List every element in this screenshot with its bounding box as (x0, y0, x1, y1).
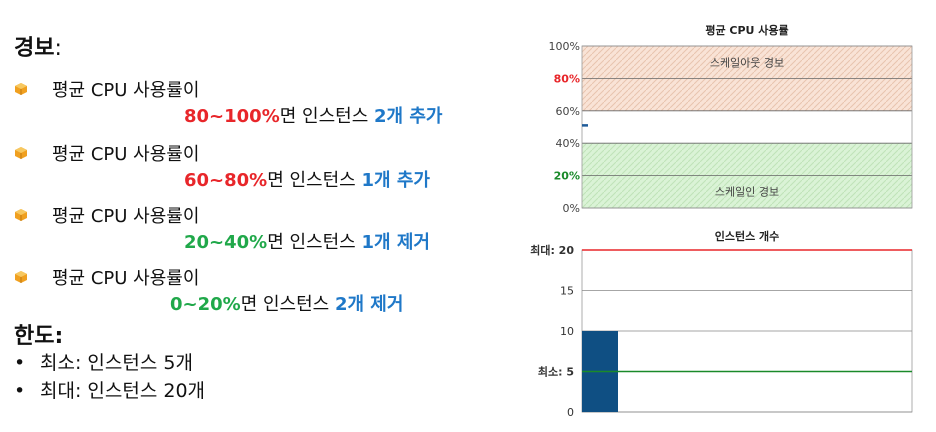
limits-heading: 한도: (14, 324, 64, 349)
rule-range: 0~20% (170, 294, 241, 315)
rule-action: 60~80%면 인스턴스 1개 추가 (184, 166, 430, 192)
y-tick-label: 20% (554, 170, 580, 183)
rule-action: 20~40%면 인스턴스 1개 제거 (184, 228, 430, 254)
rule-range: 20~40% (184, 232, 268, 253)
y-tick-label: 80% (554, 72, 580, 85)
y-tick-label: 40% (556, 137, 580, 150)
rule-change: 1개 제거 (361, 232, 430, 253)
rule-mid: 면 인스턴스 (240, 294, 335, 315)
rule-condition: 평균 CPU 사용률이 (52, 206, 200, 227)
rule-change: 2개 추가 (374, 106, 443, 127)
rule-mid: 면 인스턴스 (267, 170, 362, 191)
cube-icon (15, 147, 27, 159)
plot-frame (581, 45, 913, 209)
rule-change: 2개 제거 (334, 294, 404, 315)
y-tick-label: 15 (560, 285, 574, 298)
rule-condition: 평균 CPU 사용률이 (52, 144, 200, 165)
cube-icon (15, 209, 27, 221)
band-label: 스케일아웃 경보 (710, 55, 784, 69)
rule-mid: 면 인스턴스 (267, 232, 362, 253)
chart-title: 인스턴스 개수 (715, 229, 780, 243)
rule-action: 80~100%면 인스턴스 2개 추가 (184, 102, 442, 128)
rule-range: 80~100% (184, 106, 280, 127)
rule-action: 0~20%면 인스턴스 2개 제거 (170, 290, 403, 316)
alarms-heading: 경보: (14, 36, 62, 61)
rule-change: 1개 추가 (361, 170, 430, 191)
rule-range: 60~80% (184, 170, 268, 191)
limit-item: • 최소: 인스턴스 5개 (14, 352, 193, 374)
band-label: 스케일인 경보 (715, 185, 779, 199)
y-tick-label: 10 (560, 325, 574, 338)
rule-condition: 평균 CPU 사용률이 (52, 80, 200, 101)
y-tick-label: 0% (563, 202, 580, 215)
y-tick-label: 100% (549, 40, 580, 53)
rule-condition: 평균 CPU 사용률이 (52, 268, 200, 289)
limit-item: • 최대: 인스턴스 20개 (14, 380, 206, 402)
chart-title: 평균 CPU 사용률 (705, 23, 788, 37)
rule-mid: 면 인스턴스 (279, 106, 374, 127)
y-tick-label: 최소: 5 (538, 365, 574, 379)
y-tick-label: 0 (567, 406, 574, 419)
cube-icon (15, 271, 27, 283)
y-tick-label: 60% (556, 105, 580, 118)
text-panel: 경보: 평균 CPU 사용률이 80~100%면 인스턴스 2개 추가 평균 C… (14, 36, 442, 402)
y-tick-label: 최대: 20 (530, 243, 574, 257)
cube-icon (15, 83, 27, 95)
